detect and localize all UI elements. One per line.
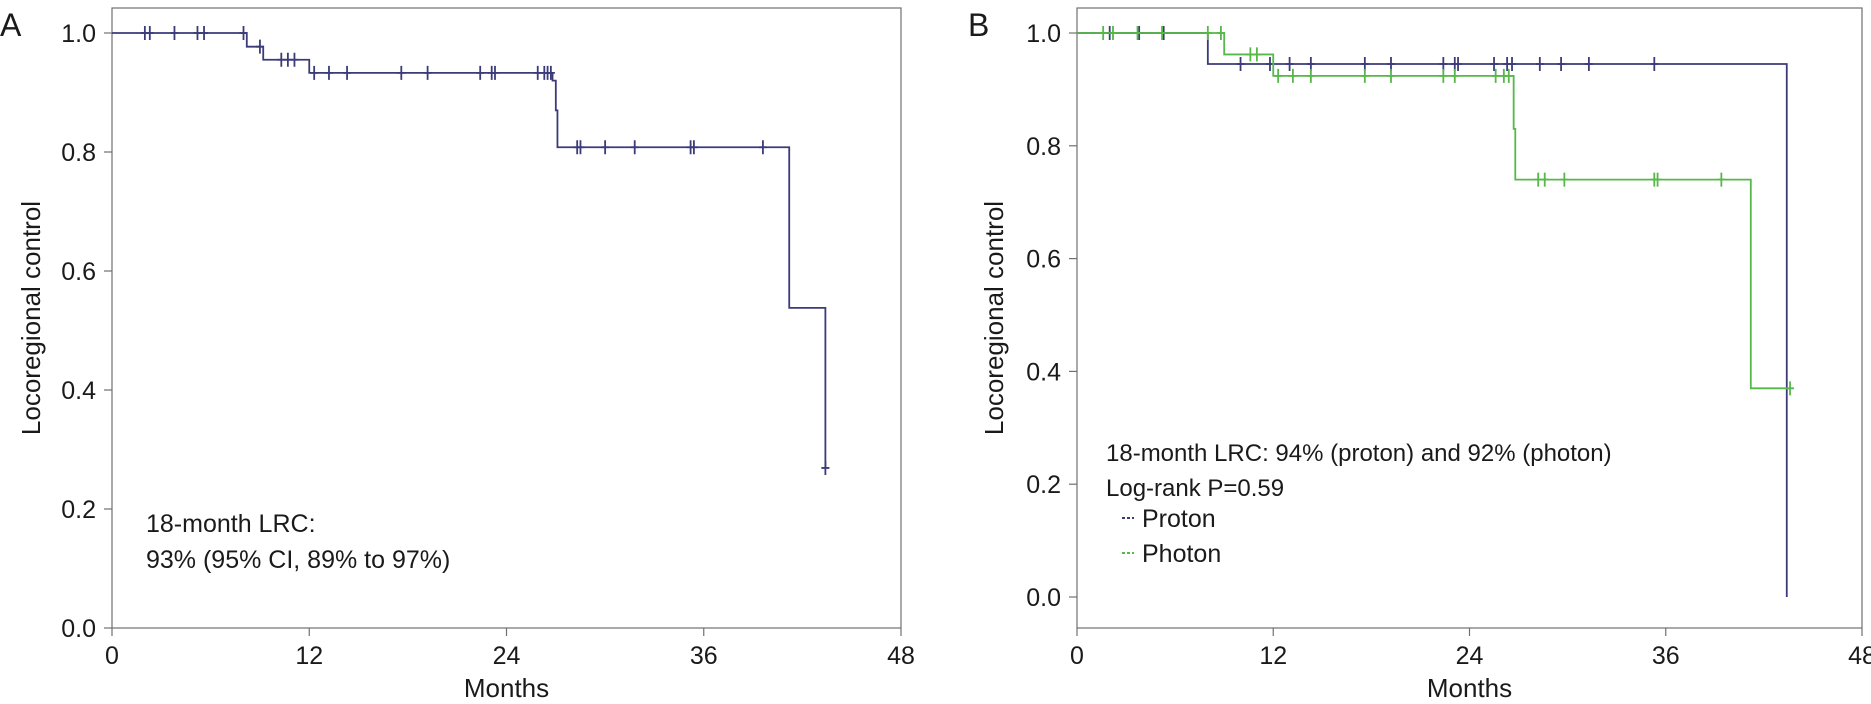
censor-mark bbox=[1557, 57, 1566, 72]
annotation-text: 18-month LRC: 94% (proton) and 92% (phot… bbox=[1106, 440, 1612, 467]
y-tick-label: 0.2 bbox=[1026, 471, 1061, 499]
y-tick-label: 0.6 bbox=[1026, 246, 1061, 274]
censor-mark bbox=[1288, 68, 1297, 83]
censor-mark bbox=[1439, 68, 1448, 83]
survival-curve-photon bbox=[1077, 32, 1791, 390]
censor-mark bbox=[1203, 26, 1212, 40]
censor-mark bbox=[1306, 57, 1315, 72]
censor-mark bbox=[423, 65, 432, 80]
y-axis-title: Locoregional control bbox=[16, 201, 46, 435]
x-tick-label: 12 bbox=[295, 642, 323, 670]
censor-mark bbox=[170, 26, 179, 40]
x-tick-label: 36 bbox=[1652, 642, 1680, 670]
panel-b: B 0.0 0.2 0.4 0.6 0.8 1.0 0 12 24 36 48 Months Locore… bbox=[968, 7, 1871, 703]
panel-label: B bbox=[968, 7, 989, 43]
censor-mark bbox=[1650, 57, 1659, 72]
censor-mark bbox=[758, 140, 767, 155]
y-tick-label: 0.4 bbox=[61, 377, 96, 405]
censor-mark bbox=[1653, 172, 1662, 187]
censor-mark bbox=[1236, 57, 1245, 72]
x-tick-label: 24 bbox=[493, 642, 521, 670]
censor-mark bbox=[1504, 68, 1513, 83]
x-axis-title: Months bbox=[1427, 673, 1512, 703]
censor-mark bbox=[1306, 68, 1315, 83]
censor-mark bbox=[343, 65, 352, 80]
y-tick-label: 1.0 bbox=[1026, 20, 1061, 48]
censor-mark bbox=[490, 65, 499, 80]
censor-mark bbox=[1786, 381, 1795, 396]
censor-mark bbox=[476, 65, 485, 80]
censor-mark bbox=[1108, 26, 1117, 40]
censor-mark bbox=[689, 140, 698, 155]
censor-mark bbox=[255, 39, 264, 54]
censor-mark bbox=[1099, 26, 1108, 40]
annotation-text: Log-rank P=0.59 bbox=[1106, 475, 1284, 502]
censor-mark bbox=[1285, 57, 1294, 72]
y-tick-label: 0.8 bbox=[1026, 133, 1061, 161]
x-tick-label: 12 bbox=[1259, 642, 1287, 670]
y-tick-label: 1.0 bbox=[61, 20, 96, 48]
censor-mark bbox=[239, 26, 248, 40]
censor-mark bbox=[821, 460, 830, 475]
censor-mark bbox=[1584, 57, 1593, 72]
censor-mark bbox=[1252, 47, 1261, 62]
censor-mark bbox=[546, 65, 555, 80]
y-tick-label: 0.4 bbox=[1026, 358, 1061, 386]
censor-mark bbox=[1491, 68, 1500, 83]
legend-label-photon: Photon bbox=[1142, 540, 1221, 568]
censor-mark bbox=[145, 26, 154, 40]
censor-mark bbox=[1490, 57, 1499, 72]
survival-curve bbox=[112, 32, 827, 468]
plot-frame bbox=[1076, 7, 1863, 629]
censor-mark bbox=[1360, 57, 1369, 72]
censor-mark bbox=[1450, 68, 1459, 83]
x-tick-label: 36 bbox=[690, 642, 718, 670]
censor-mark bbox=[576, 140, 585, 155]
x-tick-label: 24 bbox=[1456, 642, 1484, 670]
censor-mark bbox=[1560, 172, 1569, 187]
censor-mark bbox=[1158, 26, 1167, 40]
censor-mark bbox=[397, 65, 406, 80]
censor-mark bbox=[1216, 26, 1225, 40]
censor-mark bbox=[310, 65, 319, 80]
annotation-text: 93% (95% CI, 89% to 97%) bbox=[146, 546, 450, 574]
censor-mark bbox=[1717, 172, 1726, 187]
censor-mark bbox=[1133, 26, 1142, 40]
panel-label: A bbox=[0, 7, 22, 43]
y-tick-label: 0.8 bbox=[61, 139, 96, 167]
x-tick-label: 0 bbox=[1070, 642, 1084, 670]
censor-mark bbox=[1274, 68, 1283, 83]
y-axis-title: Locoregional control bbox=[979, 201, 1009, 435]
x-tick-label: 48 bbox=[1848, 642, 1871, 670]
annotation-text: 18-month LRC: bbox=[146, 510, 316, 538]
censor-mark bbox=[1439, 57, 1448, 72]
censor-mark bbox=[200, 26, 209, 40]
censor-mark bbox=[1540, 172, 1549, 187]
censor-mark bbox=[1535, 57, 1544, 72]
censor-mark bbox=[290, 52, 299, 67]
censor-mark bbox=[1360, 68, 1369, 83]
x-tick-label: 48 bbox=[887, 642, 915, 670]
x-tick-label: 0 bbox=[105, 642, 119, 670]
panel-a: A 0.0 0.2 0.4 0.6 0.8 1.0 0 12 24 36 48 Months Locore… bbox=[0, 7, 915, 703]
legend-label-proton: Proton bbox=[1142, 505, 1216, 533]
censor-mark bbox=[324, 65, 333, 80]
y-tick-label: 0.6 bbox=[61, 258, 96, 286]
y-tick-label: 0.2 bbox=[61, 496, 96, 524]
censor-mark bbox=[630, 140, 639, 155]
x-axis-title: Months bbox=[464, 673, 549, 703]
censor-mark bbox=[1387, 57, 1395, 72]
y-tick-label: 0.0 bbox=[61, 615, 96, 643]
censor-mark bbox=[1454, 57, 1463, 72]
censor-mark bbox=[1387, 68, 1395, 83]
censor-mark bbox=[601, 140, 610, 155]
censor-mark bbox=[1508, 57, 1517, 72]
y-tick-label: 0.0 bbox=[1026, 584, 1061, 612]
